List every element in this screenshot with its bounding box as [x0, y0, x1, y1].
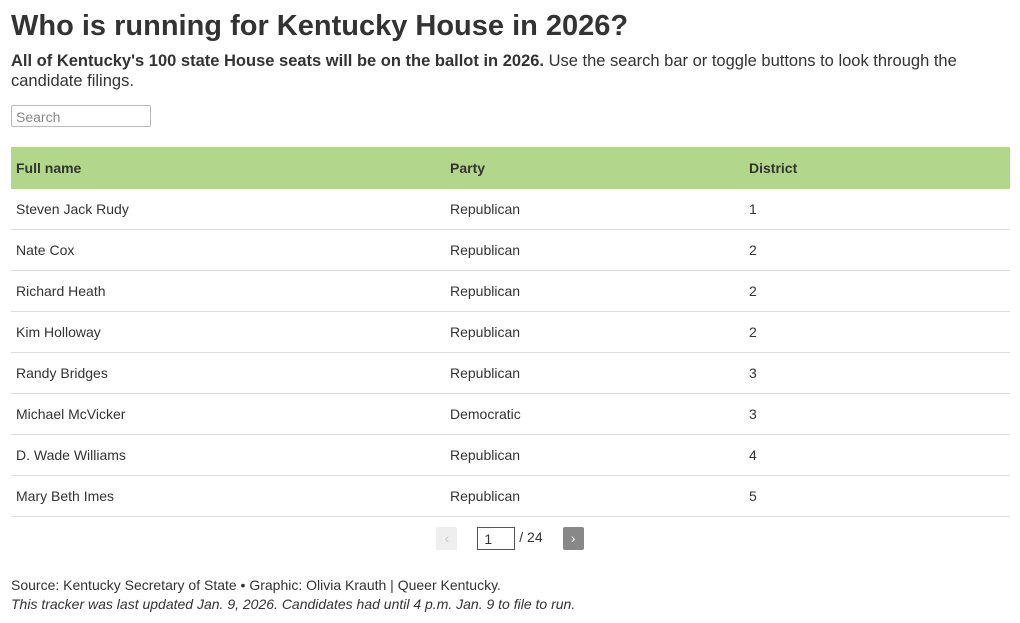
table-cell: 2	[744, 311, 1010, 353]
table-cell: 5	[744, 475, 1010, 517]
table-cell: Republican	[445, 475, 744, 517]
table-cell: Mary Beth Imes	[11, 475, 445, 517]
intro: All of Kentucky's 100 state House seats …	[11, 51, 1001, 91]
table-cell: Democratic	[445, 393, 744, 435]
table-row: Randy Bridges Republican 3	[11, 352, 1010, 394]
title: Who is running for Kentucky House in 202…	[11, 10, 629, 42]
table-cell: Republican	[445, 229, 744, 271]
prev-button[interactable]: ‹	[436, 527, 458, 550]
table-cell: D. Wade Williams	[11, 434, 445, 476]
note: This tracker was last updated Jan. 9, 20…	[11, 596, 576, 612]
table-cell: Republican	[445, 434, 744, 476]
next-button[interactable]: ›	[562, 527, 584, 550]
table-cell: 4	[744, 434, 1010, 476]
table: Full name Party District Steven Jack Rudy R…	[11, 147, 1010, 517]
table-cell: Republican	[445, 311, 744, 353]
table-cell: Michael McVicker	[11, 393, 445, 435]
intro-text: Use the search bar or toggle buttons to …	[11, 52, 957, 90]
table-cell: Nate Cox	[11, 229, 445, 271]
search-box[interactable]: Search	[11, 105, 151, 127]
source: Source: Kentucky Secretary of State • Gr…	[11, 577, 501, 593]
table-cell: 2	[744, 229, 1010, 271]
table-cell: Randy Bridges	[11, 352, 445, 394]
table-row: Richard Heath Republican 2	[11, 270, 1010, 312]
intro-bold: All of Kentucky's 100 state House seats …	[11, 52, 545, 70]
table-body: Steven Jack Rudy Republican 1 Nate Cox Repub…	[11, 189, 1010, 517]
table-cell: 1	[744, 189, 1010, 230]
table-row: Michael McVicker Democratic 3	[11, 393, 1010, 435]
table-cell: 3	[744, 352, 1010, 394]
column-header: Party	[445, 147, 744, 189]
table-row: Steven Jack Rudy Republican 1	[11, 189, 1010, 230]
pagination: ‹ 1 / 24 ›	[0, 527, 1020, 550]
page-input[interactable]: 1	[477, 527, 516, 550]
column-header: District	[744, 147, 1010, 189]
table-cell: 2	[744, 270, 1010, 312]
table-row: Nate Cox Republican 2	[11, 229, 1010, 271]
table-cell: Republican	[445, 189, 744, 230]
header-row: Full name Party District	[11, 147, 1010, 189]
table-row: Mary Beth Imes Republican 5	[11, 475, 1010, 517]
table-row: Kim Holloway Republican 2	[11, 311, 1010, 353]
table-cell: Republican	[445, 352, 744, 394]
column-header: Full name	[11, 147, 445, 189]
page-total: / 24	[519, 529, 543, 546]
table-cell: Republican	[445, 270, 744, 312]
table-row: D. Wade Williams Republican 4	[11, 434, 1010, 476]
table-cell: Richard Heath	[11, 270, 445, 312]
footer: Source: Kentucky Secretary of State • Gr…	[11, 576, 575, 614]
table-cell: Kim Holloway	[11, 311, 445, 353]
table-cell: 3	[744, 393, 1010, 435]
table-cell: Steven Jack Rudy	[11, 189, 445, 230]
